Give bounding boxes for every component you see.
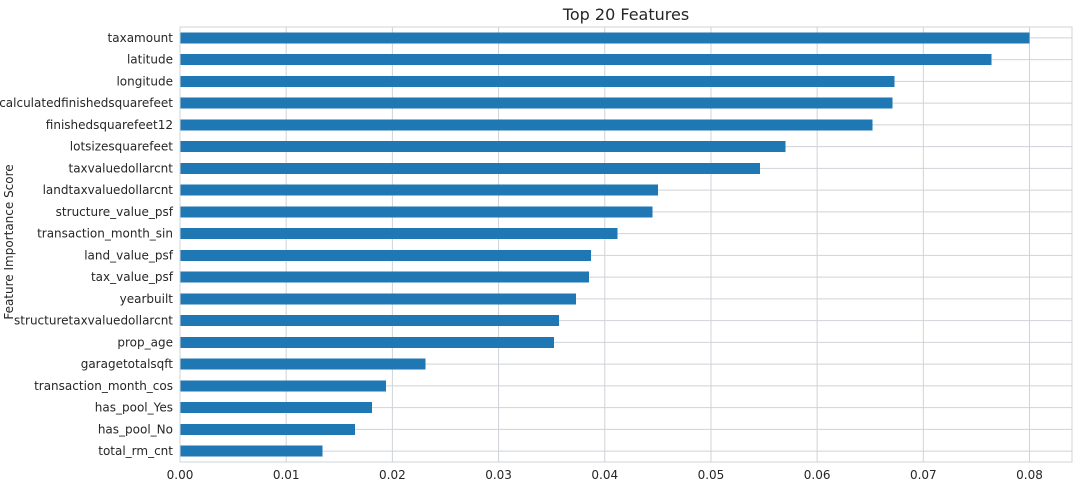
- chart-title: Top 20 Features: [562, 5, 689, 24]
- bars: [180, 32, 1030, 457]
- x-tick-label: 0.07: [910, 468, 937, 482]
- bar-finishedsquarefeet12: [180, 119, 873, 131]
- bar-yearbuilt: [180, 293, 577, 305]
- y-tick-label: latitude: [127, 53, 173, 67]
- y-axis-label: Feature Importance Score: [2, 164, 16, 319]
- bar-latitude: [180, 54, 992, 66]
- bar-has_pool_No: [180, 423, 356, 435]
- y-tick-label: transaction_month_cos: [34, 379, 173, 393]
- bar-longitude: [180, 75, 895, 87]
- y-tick-label: structuretaxvaluedollarcnt: [14, 314, 173, 328]
- bar-has_pool_Yes: [180, 402, 373, 414]
- x-tick-label: 0.02: [379, 468, 406, 482]
- bar-land_value_psf: [180, 249, 591, 261]
- y-tick-label: landtaxvaluedollarcnt: [43, 183, 174, 197]
- bar-taxvaluedollarcnt: [180, 162, 760, 174]
- y-tick-label: tax_value_psf: [91, 270, 174, 284]
- bar-landtaxvaluedollarcnt: [180, 184, 658, 196]
- x-tick-label: 0.06: [804, 468, 831, 482]
- x-tick-label: 0.00: [167, 468, 194, 482]
- bar-total_rm_cnt: [180, 445, 323, 457]
- y-tick-label: finishedsquarefeet12: [46, 118, 173, 132]
- bar-lotsizesquarefeet: [180, 141, 786, 153]
- x-tick-label: 0.04: [591, 468, 618, 482]
- bar-calculatedfinishedsquarefeet: [180, 97, 893, 109]
- gridlines: [179, 27, 1072, 462]
- x-tick-labels: 0.00 0.01 0.02 0.03 0.04 0.05 0.06 0.07 0.08: [167, 468, 1043, 482]
- y-tick-label: yearbuilt: [120, 292, 174, 306]
- x-tick-label: 0.01: [273, 468, 300, 482]
- bar-taxamount: [180, 32, 1030, 44]
- y-tick-label: prop_age: [117, 335, 173, 349]
- bar-tax_value_psf: [180, 271, 589, 283]
- bar-transaction_month_sin: [180, 228, 618, 240]
- bar-structuretaxvaluedollarcnt: [180, 315, 560, 327]
- y-tick-label: total_rm_cnt: [98, 444, 173, 458]
- y-tick-label: land_value_psf: [84, 248, 174, 262]
- bar-structure_value_psf: [180, 206, 653, 218]
- y-tick-label: longitude: [116, 74, 173, 88]
- y-tick-label: has_pool_Yes: [95, 401, 173, 415]
- y-tick-label: transaction_month_sin: [37, 227, 173, 241]
- y-tick-labels: taxamount latitude longitude calculatedfini…: [0, 31, 174, 458]
- x-tick-label: 0.05: [698, 468, 725, 482]
- bar-transaction_month_cos: [180, 380, 387, 392]
- y-tick-label: structure_value_psf: [56, 205, 174, 219]
- y-tick-label: garagetotalsqft: [81, 357, 174, 371]
- plot-frame: [179, 26, 1073, 463]
- y-tick-label: taxamount: [108, 31, 174, 45]
- y-tick-label: calculatedfinishedsquarefeet: [0, 96, 173, 110]
- y-tick-label: taxvaluedollarcnt: [69, 161, 174, 175]
- bar-prop_age: [180, 336, 554, 348]
- x-tick-label: 0.03: [485, 468, 512, 482]
- bar-garagetotalsqft: [180, 358, 426, 370]
- x-tick-label: 0.08: [1016, 468, 1043, 482]
- y-tick-label: lotsizesquarefeet: [70, 140, 174, 154]
- y-tick-label: has_pool_No: [98, 422, 173, 436]
